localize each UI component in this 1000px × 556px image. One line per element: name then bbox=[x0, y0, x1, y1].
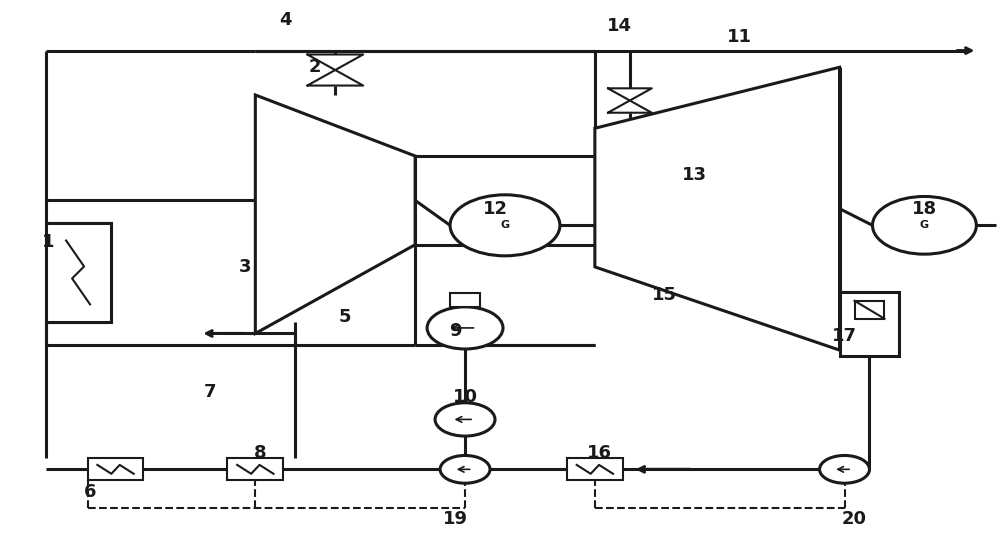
Text: 10: 10 bbox=[453, 388, 478, 406]
Text: 4: 4 bbox=[279, 11, 292, 29]
Text: 20: 20 bbox=[842, 510, 867, 528]
Text: 12: 12 bbox=[483, 200, 508, 217]
Text: 17: 17 bbox=[832, 327, 857, 345]
Circle shape bbox=[820, 455, 869, 483]
Circle shape bbox=[872, 196, 976, 254]
Bar bbox=[227, 458, 283, 480]
Text: 18: 18 bbox=[912, 200, 937, 217]
Bar bbox=[450, 293, 480, 307]
Text: 11: 11 bbox=[727, 28, 752, 46]
Bar bbox=[46, 222, 111, 322]
Text: 7: 7 bbox=[204, 383, 217, 401]
Text: 1: 1 bbox=[42, 233, 55, 251]
Text: 2: 2 bbox=[309, 58, 322, 76]
Text: 9: 9 bbox=[449, 322, 461, 340]
Text: 13: 13 bbox=[682, 166, 707, 185]
Bar bbox=[88, 458, 143, 480]
Text: 19: 19 bbox=[443, 510, 468, 528]
Circle shape bbox=[440, 455, 490, 483]
Text: 6: 6 bbox=[84, 483, 97, 500]
Text: 16: 16 bbox=[587, 444, 612, 461]
Text: 3: 3 bbox=[239, 258, 252, 276]
Text: G: G bbox=[500, 220, 510, 230]
Bar bbox=[855, 301, 884, 319]
Text: G: G bbox=[920, 220, 929, 230]
Circle shape bbox=[450, 195, 560, 256]
Bar bbox=[567, 458, 623, 480]
Text: 5: 5 bbox=[339, 308, 351, 326]
Polygon shape bbox=[595, 67, 840, 350]
Text: 8: 8 bbox=[254, 444, 267, 461]
Text: 15: 15 bbox=[652, 286, 677, 304]
Polygon shape bbox=[255, 95, 415, 334]
Text: 14: 14 bbox=[607, 17, 632, 34]
Circle shape bbox=[435, 403, 495, 436]
Bar bbox=[840, 292, 899, 356]
Circle shape bbox=[427, 307, 503, 349]
